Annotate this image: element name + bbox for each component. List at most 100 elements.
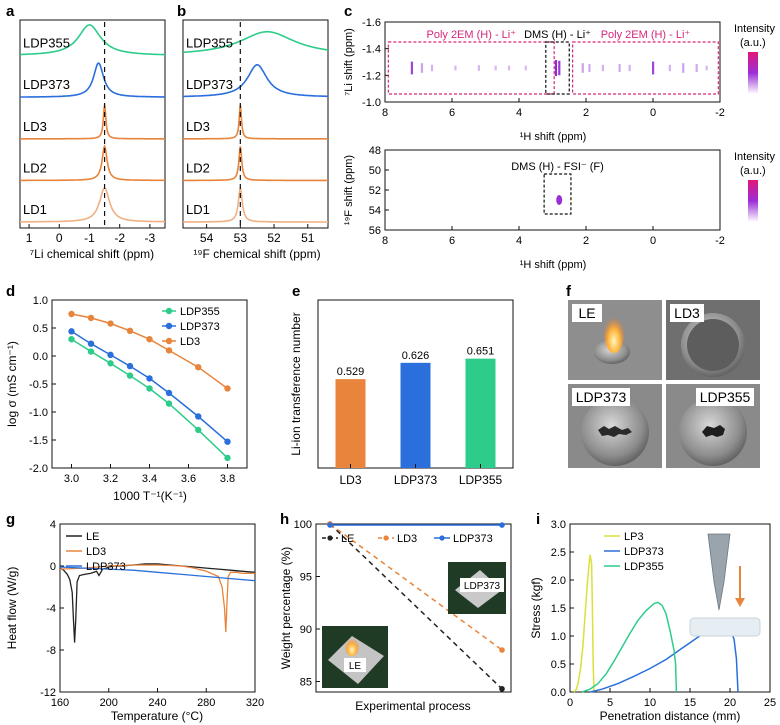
panel-d-xtick-label: 3.0 bbox=[64, 473, 79, 485]
panel-g-xtick-label: 280 bbox=[197, 697, 215, 709]
panel-b-frame bbox=[182, 19, 329, 229]
panel-c-top-xtick-label: 8 bbox=[382, 107, 388, 119]
panel-letter-c: c bbox=[344, 3, 352, 20]
li-correlation-peak bbox=[507, 65, 511, 71]
intensity-colorbar-top bbox=[748, 52, 758, 94]
panel-d-legend-marker bbox=[165, 307, 173, 315]
panel-i-series-line bbox=[573, 554, 595, 693]
panel-g-series-line bbox=[59, 564, 255, 633]
panel-d-point bbox=[107, 351, 114, 359]
panel-d-point bbox=[68, 310, 75, 318]
panel-d-point bbox=[87, 314, 95, 322]
panel-g-xtick-label: 240 bbox=[148, 697, 166, 709]
panel-d-point bbox=[126, 372, 134, 379]
panel-c-top-frame bbox=[384, 21, 721, 103]
panel-a-trace-label: LDP373 bbox=[23, 77, 70, 92]
panel-h-xlabel: Experimental process bbox=[355, 699, 470, 713]
panel-d-point bbox=[107, 320, 114, 327]
panel-c-top-xtick-label: 6 bbox=[449, 107, 455, 119]
panel-e-value-label: 0.651 bbox=[467, 346, 495, 358]
panel-d-point bbox=[87, 340, 95, 347]
panel-i-ytick-label: 2.0 bbox=[551, 575, 566, 587]
panel-h-point bbox=[327, 522, 333, 528]
dms-fsi-label: DMS (H) - FSI⁻ (F) bbox=[511, 161, 604, 173]
panel-i-legend-label: LDP355 bbox=[624, 561, 664, 573]
panel-c-bottom-xlabel: ¹H shift (ppm) bbox=[520, 259, 587, 271]
panel-i-xtick-label: 0 bbox=[567, 697, 573, 709]
panel-f-photos: LE LD3 LDP373 LDP355 bbox=[568, 300, 760, 468]
li-correlation-peak bbox=[524, 65, 527, 71]
panel-letter-a: a bbox=[6, 3, 15, 20]
panel-h-ytick-label: 85 bbox=[300, 677, 312, 689]
panel-g-ylabel: Heat flow (W/g) bbox=[5, 567, 19, 650]
panel-a-trace bbox=[20, 187, 165, 223]
panel-b-trace-label: LD1 bbox=[186, 202, 210, 217]
li-correlation-peak bbox=[601, 64, 604, 72]
panel-d-ytick-label: 1.0 bbox=[33, 295, 48, 307]
li-correlation-peak bbox=[588, 64, 591, 72]
panel-h-legend-marker bbox=[439, 535, 445, 541]
panel-d-point bbox=[195, 413, 202, 420]
intensity-unit-top: (a.u.) bbox=[740, 37, 766, 49]
dms-box bbox=[545, 41, 570, 95]
panel-g-xtick-label: 200 bbox=[100, 697, 118, 709]
panel-g-xtick-label: 160 bbox=[51, 697, 69, 709]
photo-ld3-label: LD3 bbox=[674, 305, 700, 321]
panel-b-trace-label: LDP373 bbox=[186, 77, 233, 92]
panel-d-point bbox=[165, 389, 173, 397]
panel-d-ytick-label: -2.0 bbox=[29, 463, 48, 475]
panel-letter-e: e bbox=[292, 283, 300, 300]
panel-g-ytick-label: -12 bbox=[40, 687, 56, 699]
panel-d-point bbox=[107, 360, 114, 367]
panel-c-bottom-xtick-label: 8 bbox=[382, 235, 388, 247]
panel-i-ytick-label: 0.5 bbox=[551, 659, 566, 671]
panel-h-ytick-label: 100 bbox=[294, 519, 312, 531]
needle-illustration bbox=[707, 533, 731, 611]
panel-d-point bbox=[87, 348, 95, 355]
panel-d-point bbox=[126, 327, 134, 334]
panel-c-top-ytick-label: -1.0 bbox=[362, 97, 381, 109]
panel-a-trace-label: LD2 bbox=[23, 160, 47, 175]
panel-d-point bbox=[68, 328, 75, 335]
panel-c-top-ylabel: ⁷Li shift (ppm) bbox=[343, 28, 355, 96]
li-correlation-peak bbox=[477, 65, 480, 71]
panel-d-xtick-label: 3.8 bbox=[220, 473, 235, 485]
panel-h-legend-label: LE bbox=[341, 533, 354, 545]
li-correlation-peak bbox=[705, 65, 708, 71]
panel-c-bottom-ytick-label: 56 bbox=[369, 225, 381, 237]
panel-d-legend-marker bbox=[165, 337, 173, 345]
panel-c-top-xtick-label: 2 bbox=[583, 107, 589, 119]
panel-b-f-nmr: LDP355 LDP373 LD3 LD2 LD1 54 53 52 51 ¹⁹F chemi… bbox=[182, 19, 329, 261]
panel-a-xtick-label: -1 bbox=[84, 231, 95, 245]
panel-d-ytick-label: 0.0 bbox=[33, 351, 48, 363]
panel-d-series-line bbox=[71, 313, 228, 390]
panel-letter-g: g bbox=[6, 511, 15, 528]
panel-d-point bbox=[68, 336, 75, 343]
li-correlation-peak bbox=[682, 63, 685, 73]
panel-b-xtick-label: 53 bbox=[234, 231, 248, 245]
photo-le-flame bbox=[604, 313, 624, 353]
panel-c-bottom-ytick-label: 50 bbox=[369, 165, 381, 177]
panel-d-series-line bbox=[71, 330, 228, 443]
panel-e-category-label: LD3 bbox=[339, 473, 361, 487]
panel-d-point bbox=[224, 438, 231, 445]
panel-e-transference: 0.529 LD3 0.626 LDP373 0.651 LDP355 Li-ion tr… bbox=[289, 299, 514, 487]
panel-c-top-xtick-label: -2 bbox=[715, 107, 725, 119]
panel-i-xtick-label: 15 bbox=[684, 697, 696, 709]
panel-c-top-ytick-label: -1.6 bbox=[362, 17, 381, 29]
panel-i-ytick-label: 0.0 bbox=[551, 687, 566, 699]
panel-i-penetration: 0 5 10 15 20 25 0.0 0.5 1.0 1.5 2.0 2.5 3.0 LP3 LDP373… bbox=[529, 519, 776, 723]
photo-h-ldp373-label-bg bbox=[460, 578, 504, 592]
panel-g-legend-label: LE bbox=[86, 531, 99, 543]
panel-d-point bbox=[165, 347, 173, 354]
panel-a-xtick-label: 1 bbox=[26, 231, 33, 245]
panel-a-li-nmr: LDP355 LDP373 LD3 LD2 LD1 1 0 -1 -2 -3 ⁷Li chemi… bbox=[19, 19, 166, 261]
panel-b-xtick-label: 52 bbox=[267, 231, 281, 245]
panel-g-series-line bbox=[59, 566, 256, 582]
panel-h-weight: 85 90 95 100 LE LD3 LDP373 LDP373 LE Experimen… bbox=[279, 519, 512, 713]
photo-ldp373-label-bg bbox=[572, 388, 630, 406]
panel-d-legend-label: LDP373 bbox=[180, 321, 220, 333]
panel-c-top-ytick-label: -1.4 bbox=[362, 44, 381, 56]
dms-li-label: DMS (H) - Li⁺ bbox=[524, 29, 591, 41]
